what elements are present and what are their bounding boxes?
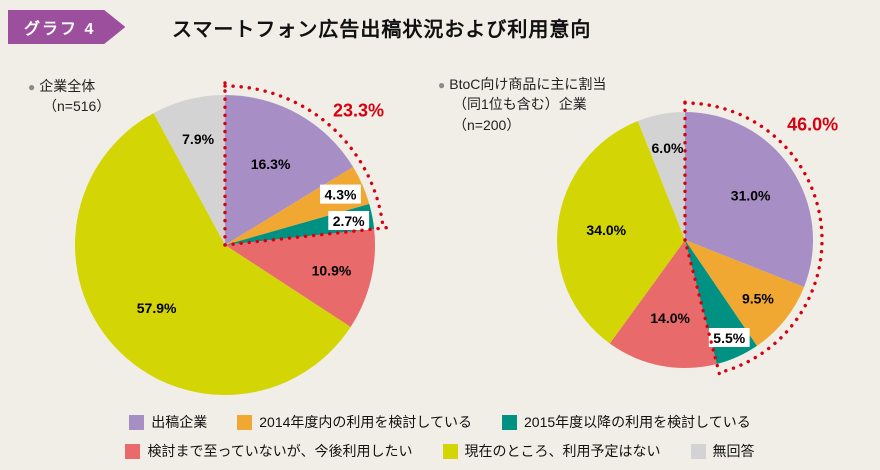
pie-slice: [609, 240, 717, 368]
page-title: スマートフォン広告出稿状況および利用意向: [172, 19, 592, 41]
legend-swatch-icon: [690, 443, 706, 459]
slice-percent-label: 2.7%: [333, 213, 365, 229]
slice-label-chip: [328, 211, 370, 231]
pie-slice: [637, 112, 685, 240]
slice-label-chip: [320, 184, 361, 204]
bullet-icon: ●: [28, 80, 36, 94]
bullet-icon: ●: [438, 78, 446, 92]
slice-label-chip: [708, 327, 750, 347]
pie-slice: [685, 112, 813, 288]
pie-chart-btoc: 31.0% 9.5% 5.5% 14.0% 34.0% 6.0% 46.0%: [557, 94, 838, 382]
slice-percent-label: 5.5%: [713, 330, 745, 346]
highlight-percent-label: 46.0%: [787, 114, 838, 134]
highlight-percent-label: 23.3%: [333, 100, 384, 120]
slice-percent-label: 31.0%: [731, 187, 771, 203]
legend-item: 現在のところ、利用予定はない: [442, 441, 661, 461]
chart-header-line: （同1位も含む）企業: [453, 96, 587, 113]
legend-swatch-icon: [237, 414, 253, 430]
highlight-radial-end: [223, 225, 392, 247]
legend-label: 2015年度以降の利用を検討している: [524, 414, 751, 430]
pie-slice: [685, 240, 805, 346]
slice-percent-label: 10.9%: [312, 263, 352, 279]
chart-header-line: ● 企業全体: [28, 78, 96, 94]
chart-header-line: （n=200）: [453, 116, 521, 133]
legend-swatch-icon: [502, 414, 517, 430]
legend-row: 出稿企業 2014年度内の利用を検討している 2015年度以降の利用を検討している: [129, 412, 751, 432]
slice-percent-label: 57.9%: [137, 300, 177, 316]
legend-swatch-icon: [442, 443, 458, 459]
pie-slice: [557, 120, 685, 344]
legend-item: 検討まで至っていないが、今後利用したい: [125, 441, 413, 461]
slice-percent-label: 34.0%: [586, 222, 626, 238]
chart-header-overall: ● 企業全体 （n=516）: [28, 76, 110, 117]
legend-label: 検討まで至っていないが、今後利用したい: [147, 443, 413, 459]
legend-swatch-icon: [129, 414, 145, 430]
graph-number-badge: グラフ 4: [8, 10, 126, 44]
legend-swatch-icon: [125, 443, 141, 459]
legend-item: 出稿企業: [129, 412, 207, 432]
highlight-arc: [223, 84, 385, 230]
legend-item: 2015年度以降の利用を検討している: [502, 412, 751, 432]
legend-row: 検討まで至っていないが、今後利用したい 現在のところ、利用予定はない 無回答: [125, 441, 755, 461]
chart-header-line: ● BtoC向け商品に主に割当: [438, 76, 607, 92]
legend-item: 2014年度内の利用を検討している: [237, 412, 472, 432]
legend-label: 無回答: [712, 443, 755, 459]
pie-slice: [74, 113, 351, 396]
pie-slice: [225, 95, 354, 245]
slice-percent-label: 16.3%: [251, 156, 291, 172]
slice-percent-label: 6.0%: [652, 140, 684, 156]
highlight-radial-end: [683, 238, 723, 382]
slice-percent-label: 7.9%: [182, 131, 214, 147]
slice-percent-label: 4.3%: [325, 187, 357, 203]
slice-percent-label: 14.0%: [650, 310, 690, 326]
legend-label: 2014年度内の利用を検討している: [259, 414, 472, 430]
legend-label: 出稿企業: [151, 414, 208, 430]
pie-chart-overall: 16.3% 4.3% 2.7% 10.9% 57.9% 7.9% 23.3%: [74, 77, 392, 396]
chart-header-line: （n=516）: [43, 98, 111, 115]
chart-header-btoc: ● BtoC向け商品に主に割当 （同1位も含む）企業 （n=200）: [438, 74, 606, 135]
chart-legend: 出稿企業 2014年度内の利用を検討している 2015年度以降の利用を検討している検…: [0, 412, 880, 461]
pie-slice: [153, 95, 225, 245]
legend-item: 無回答: [690, 441, 755, 461]
pie-slice: [225, 229, 375, 327]
slice-percent-label: 9.5%: [742, 290, 774, 306]
legend-label: 現在のところ、利用予定はない: [464, 443, 661, 459]
